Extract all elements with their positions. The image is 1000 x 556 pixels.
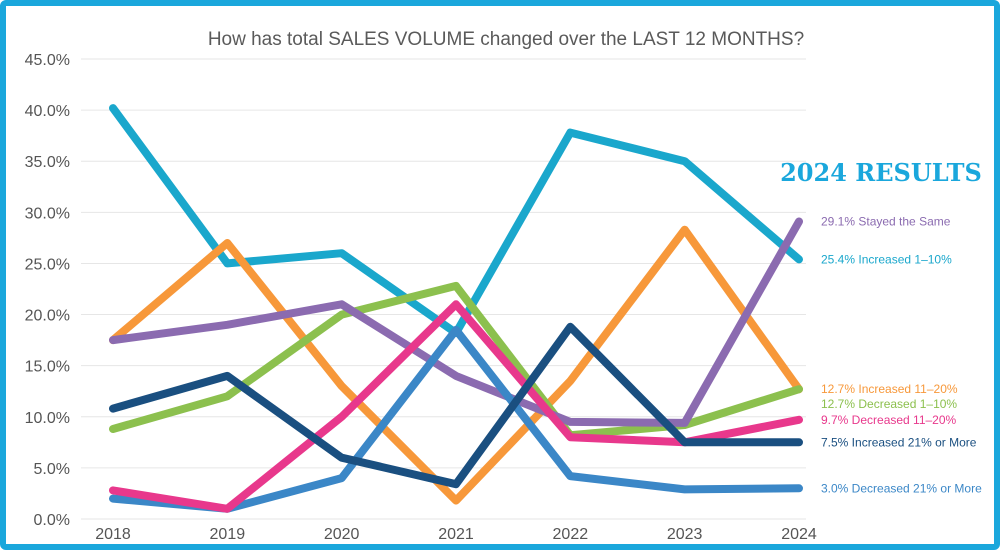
- x-axis-ticks: 2018 2019 2020 2021 2022 2023 2024: [95, 526, 817, 543]
- series-line-increased-1-10-: [109, 104, 803, 337]
- x-tick-label: 2019: [210, 526, 246, 543]
- results-badge: 2024 RESULTS: [780, 158, 982, 187]
- y-tick-label: 0.0%: [34, 512, 70, 529]
- y-tick-label: 45.0%: [25, 52, 70, 69]
- y-tick-label: 30.0%: [25, 205, 70, 222]
- x-tick-label: 2024: [781, 526, 817, 543]
- legend-label: 3.0% Decreased 21% or More: [821, 481, 982, 495]
- legend-label: 29.1% Stayed the Same: [821, 215, 951, 229]
- line-chart: 0.0% 5.0% 10.0% 15.0% 20.0% 25.0% 30.0% 35.0% 40…: [25, 29, 982, 543]
- x-tick-label: 2020: [324, 526, 360, 543]
- series-line-increased-11-20-: [109, 225, 803, 505]
- y-tick-label: 15.0%: [25, 359, 70, 376]
- legend-label: 12.7% Decreased 1–10%: [821, 397, 957, 411]
- series-line-stayed-the-same: [109, 217, 803, 427]
- y-tick-label: 20.0%: [25, 308, 70, 325]
- y-tick-label: 5.0%: [34, 461, 70, 478]
- y-axis-ticks: 0.0% 5.0% 10.0% 15.0% 20.0% 25.0% 30.0% 35.0% 40…: [25, 52, 70, 529]
- series-lines: [109, 104, 803, 513]
- legend-label: 9.7% Decreased 11–20%: [821, 413, 957, 427]
- legend-label: 25.4% Increased 1–10%: [821, 252, 952, 266]
- legend: 29.1% Stayed the Same 25.4% Increased 1–1…: [821, 215, 982, 496]
- series-line-increased-21-or-more: [109, 322, 803, 489]
- y-tick-label: 40.0%: [25, 103, 70, 120]
- y-tick-label: 35.0%: [25, 154, 70, 171]
- y-tick-label: 25.0%: [25, 256, 70, 273]
- x-tick-label: 2023: [667, 526, 703, 543]
- chart-title: How has total SALES VOLUME changed over …: [208, 29, 804, 50]
- legend-label: 7.5% Increased 21% or More: [821, 435, 977, 449]
- legend-label: 12.7% Increased 11–20%: [821, 382, 958, 396]
- x-tick-label: 2021: [438, 526, 474, 543]
- x-tick-label: 2018: [95, 526, 131, 543]
- y-tick-label: 10.0%: [25, 410, 70, 427]
- x-tick-label: 2022: [553, 526, 589, 543]
